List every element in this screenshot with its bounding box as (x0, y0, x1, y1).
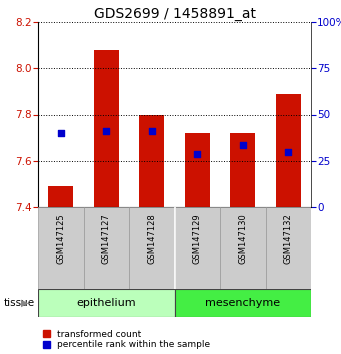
Text: GSM147128: GSM147128 (147, 213, 156, 264)
Text: tissue: tissue (3, 298, 34, 308)
Text: GSM147127: GSM147127 (102, 213, 111, 264)
Point (240, 142, 246, 147)
Bar (139, 114, 164, 207)
Point (58, 130, 63, 136)
Point (285, 149, 291, 154)
Text: GSM147129: GSM147129 (193, 213, 202, 264)
Bar (84, 207, 129, 289)
Text: GSM147130: GSM147130 (238, 213, 247, 264)
Bar (175, 289, 311, 317)
Bar (266, 207, 311, 289)
Bar (48, 186, 73, 207)
Bar (38, 207, 84, 289)
Bar (94, 50, 119, 207)
Text: GSM147132: GSM147132 (284, 213, 293, 264)
Text: GSM147125: GSM147125 (56, 213, 65, 264)
Bar (230, 133, 255, 207)
Bar (38, 289, 175, 317)
Bar (129, 207, 175, 289)
Point (104, 128, 109, 133)
Legend: transformed count, percentile rank within the sample: transformed count, percentile rank withi… (43, 330, 210, 349)
Text: mesenchyme: mesenchyme (205, 298, 280, 308)
Text: epithelium: epithelium (76, 298, 136, 308)
Point (149, 128, 154, 133)
Bar (276, 94, 301, 207)
Bar (185, 133, 210, 207)
Point (194, 151, 200, 156)
Bar (220, 207, 266, 289)
Bar (175, 207, 220, 289)
Title: GDS2699 / 1458891_at: GDS2699 / 1458891_at (93, 7, 255, 21)
Text: ▶: ▶ (20, 298, 28, 308)
